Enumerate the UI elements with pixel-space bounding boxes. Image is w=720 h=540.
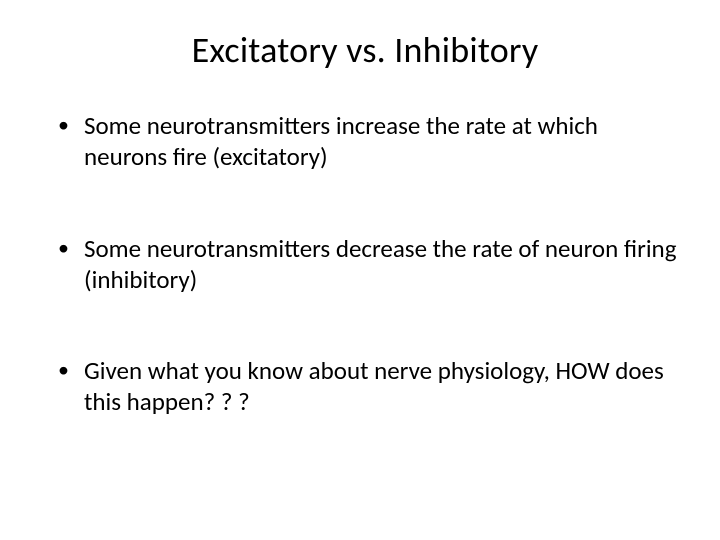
bullet-list: Some neurotransmitters increase the rate… [50,110,680,418]
bullet-item: Some neurotransmitters increase the rate… [58,110,680,173]
slide-container: Excitatory vs. Inhibitory Some neurotran… [0,0,720,540]
bullet-item: Given what you know about nerve physiolo… [58,355,680,418]
bullet-item: Some neurotransmitters decrease the rate… [58,233,680,296]
slide-title: Excitatory vs. Inhibitory [50,28,680,72]
